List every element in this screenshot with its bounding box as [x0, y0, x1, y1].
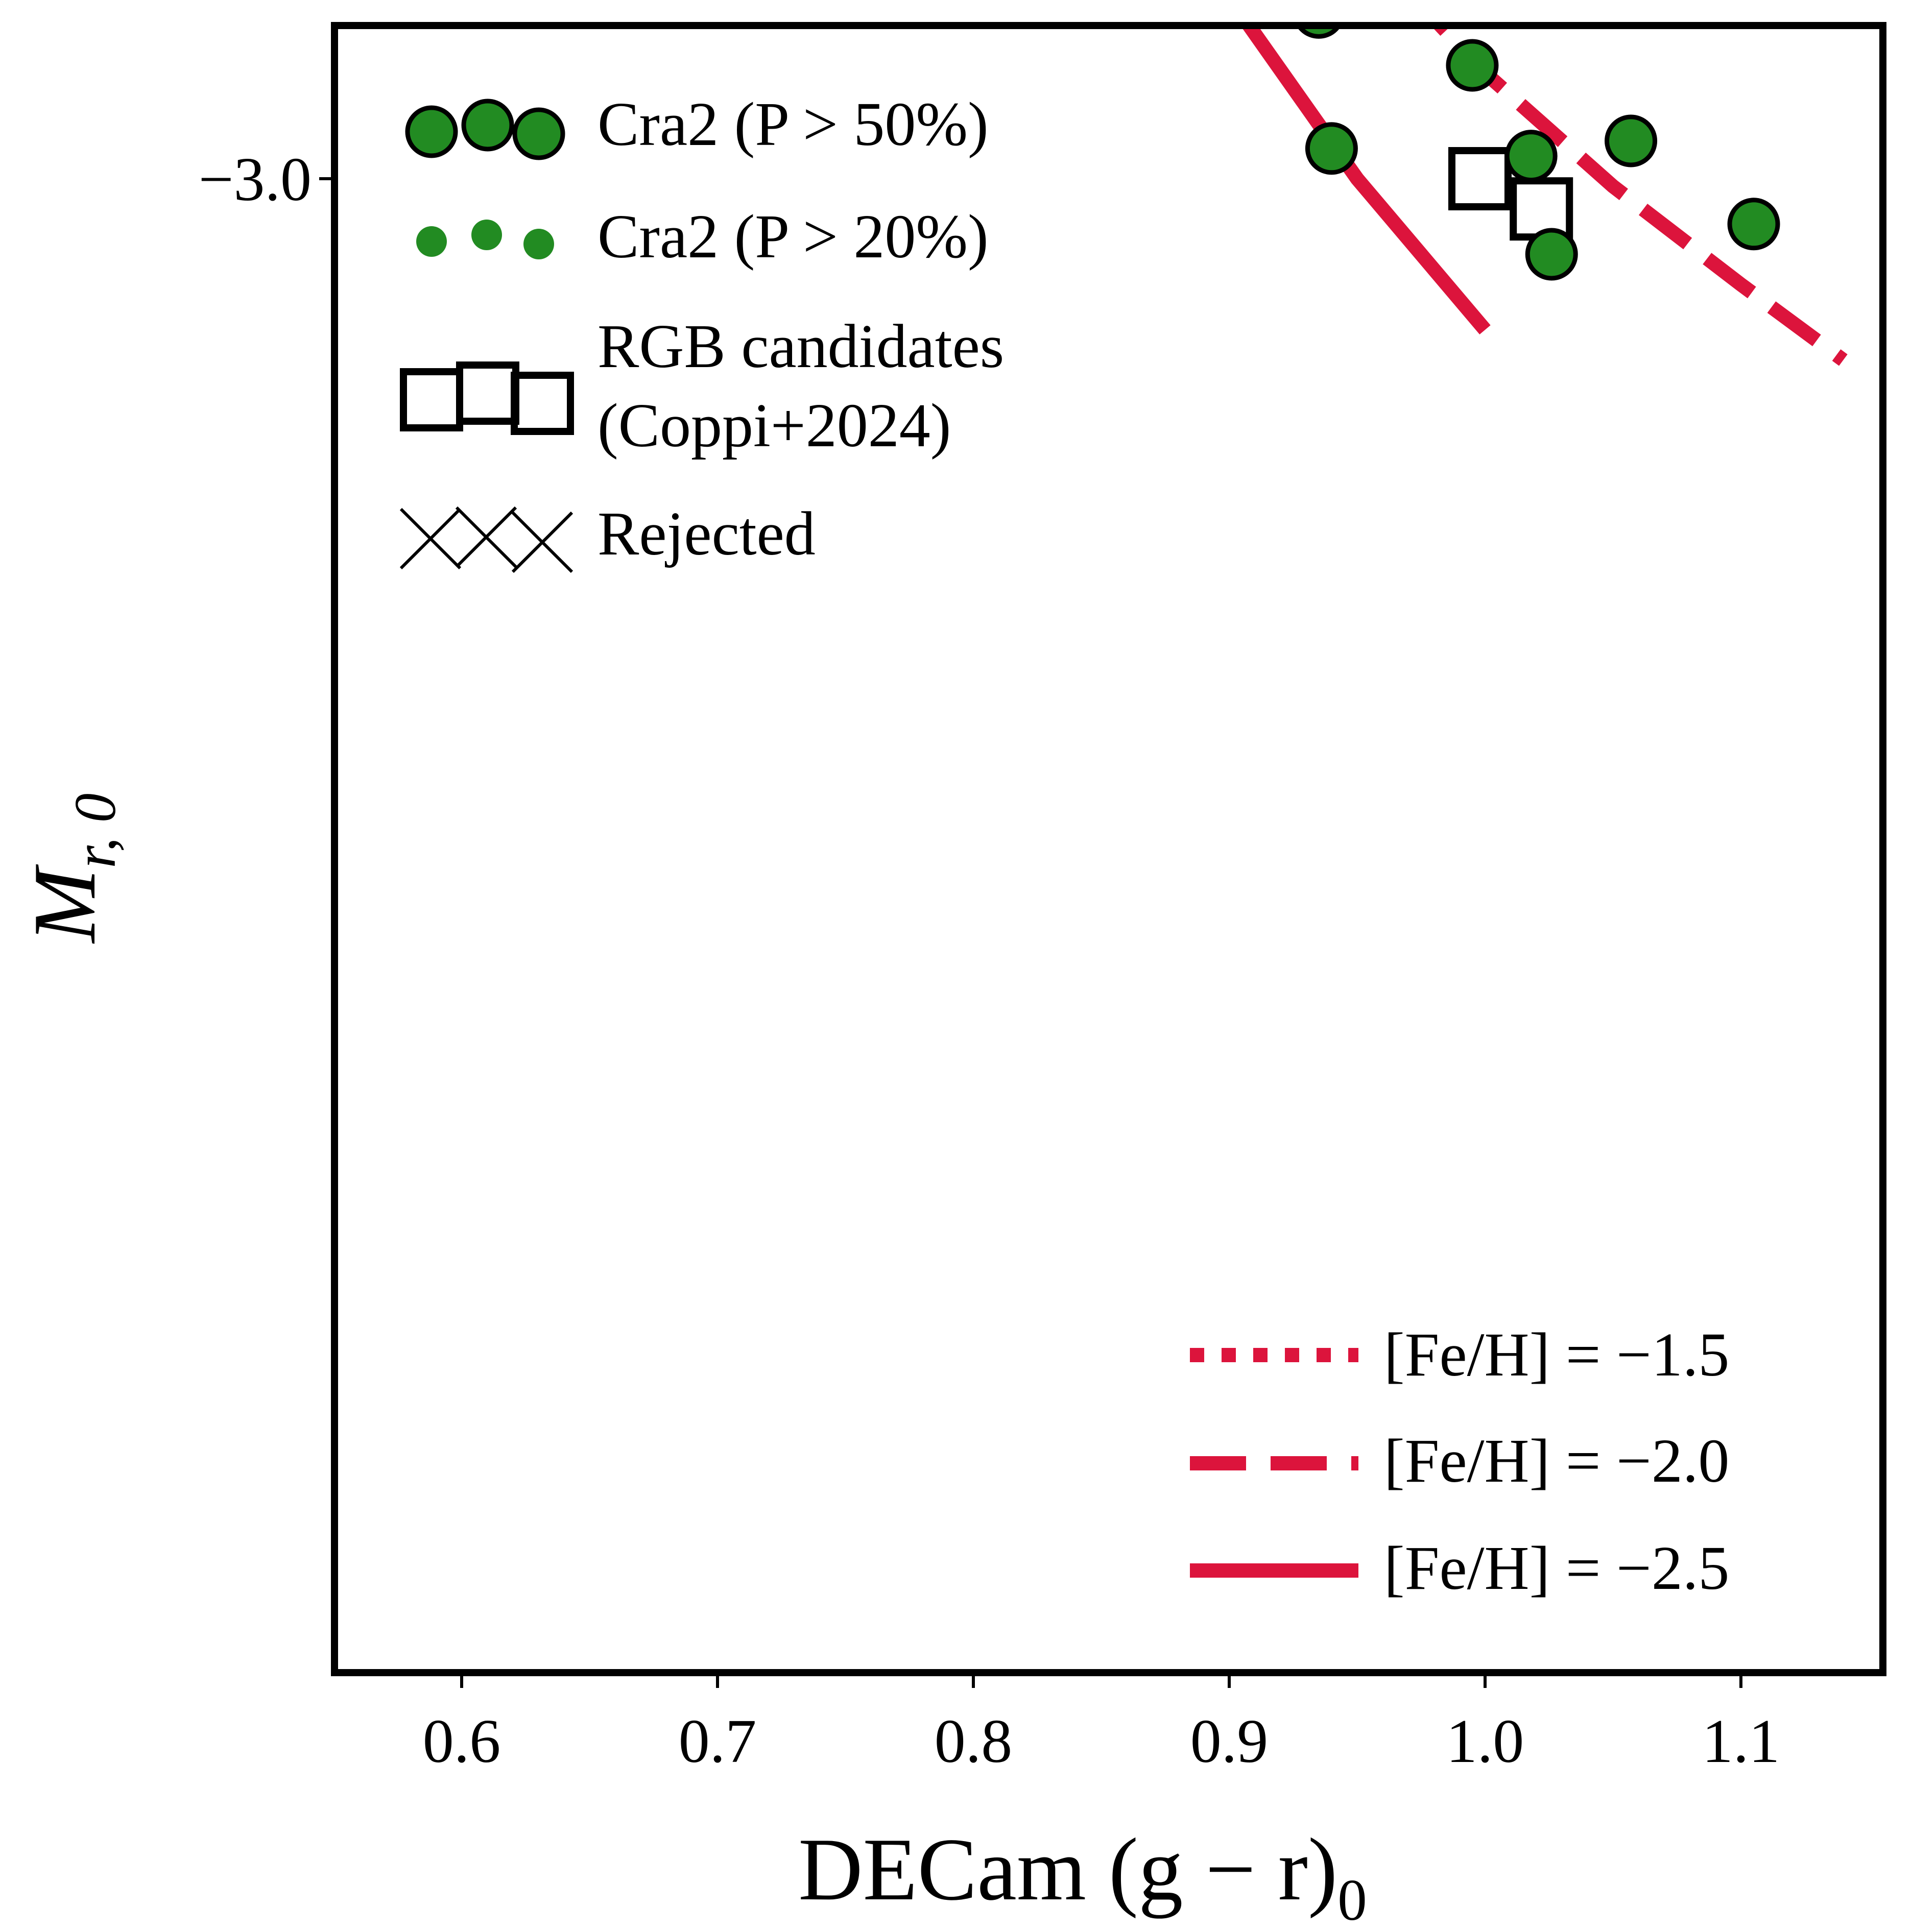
legend-square — [511, 372, 574, 435]
member-circle — [1446, 39, 1499, 92]
legend-label-rgb: RGB candidates — [598, 312, 1004, 381]
legend-small-circle — [416, 226, 447, 257]
x-tick-label: 0.8 — [935, 1707, 1013, 1776]
legend-big-circle — [405, 105, 458, 158]
member-circle — [1305, 122, 1358, 175]
legend-markers — [399, 99, 574, 573]
legend-label-feh-1.5: [Fe/H] = −1.5 — [1384, 1320, 1729, 1389]
legend-small-circle — [523, 229, 554, 259]
rgb-candidate-square — [1448, 147, 1512, 210]
member-circle — [1605, 114, 1658, 167]
x-tick-label: 1.0 — [1446, 1707, 1524, 1776]
legend-isochrones — [1190, 1348, 1358, 1578]
member-circle — [1525, 228, 1578, 281]
legend-label-rgb-ref: (Coppi+2024) — [598, 391, 951, 460]
legend-big-circle — [512, 107, 565, 160]
legend-label-p50: Cra2 (P > 50%) — [598, 90, 989, 159]
legend-label-feh-2.5: [Fe/H] = −2.5 — [1384, 1534, 1729, 1603]
member-circle — [1727, 198, 1780, 251]
legend-label-feh-2.0: [Fe/H] = −2.0 — [1384, 1427, 1729, 1495]
x-tick-label: 0.9 — [1190, 1707, 1269, 1776]
axis-ticks: 0.60.70.80.91.01.1−3.0−2.5−2.0−1.5−1.0 — [199, 145, 1780, 1776]
legend-label-p20: Cra2 (P > 20%) — [598, 202, 989, 271]
legend-x-marker — [399, 508, 462, 570]
x-tick-label: 0.7 — [679, 1707, 757, 1776]
legend-small-circle — [471, 220, 502, 250]
x-tick-label: 1.1 — [1702, 1707, 1780, 1776]
isochrone-lines — [1240, 26, 1848, 366]
legend-x-marker — [455, 506, 517, 568]
y-axis-label: Mr, 0 — [15, 793, 128, 945]
plot-frame — [331, 22, 1886, 1676]
data-markers — [1296, 26, 1780, 281]
legend-x-marker — [511, 511, 573, 573]
legend-big-circle — [461, 99, 514, 152]
legend-label-rejected: Rejected — [598, 499, 816, 568]
isochrone-solid — [1240, 26, 1491, 335]
x-axis-label: DECam (g − r)0 — [798, 1820, 1367, 1932]
member-circle — [1504, 130, 1558, 183]
isochrone-dashed — [1430, 26, 1848, 366]
x-tick-label: 0.6 — [423, 1707, 501, 1776]
y-tick-label: −3.0 — [199, 145, 312, 214]
